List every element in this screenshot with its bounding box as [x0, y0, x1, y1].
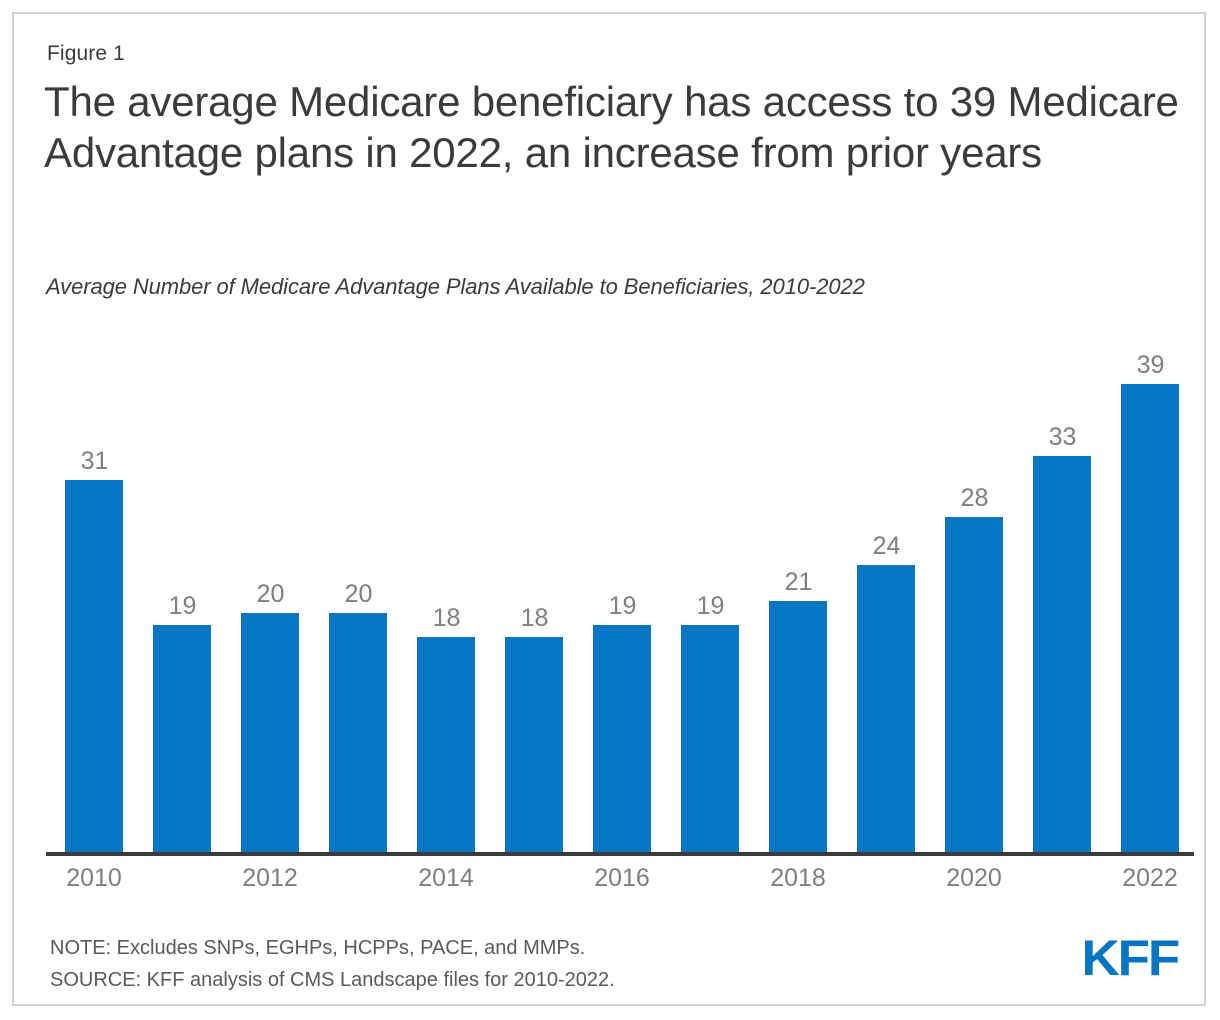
bar-group: 19: [680, 334, 741, 854]
bar-value-label: 18: [520, 604, 549, 633]
bar-value-label: 19: [696, 592, 725, 621]
bar-value-label: 24: [872, 531, 901, 560]
bar-group: 33: [1032, 334, 1093, 854]
bar[interactable]: [593, 625, 651, 854]
bar[interactable]: [769, 600, 827, 854]
bar-group: 19: [152, 334, 213, 854]
bar-chart-plot-area: 31 19 20 20 18 18 19 19 21 24 28 33 39: [46, 334, 1191, 854]
bar-value-label: 39: [1136, 351, 1165, 379]
figure-frame: Figure 1 The average Medicare beneficiar…: [12, 12, 1206, 1006]
bar-group: 21: [768, 334, 829, 854]
bar[interactable]: [505, 637, 563, 854]
axis-tick-label: 2018: [770, 864, 826, 892]
bar-value-label: 21: [784, 567, 813, 596]
bar[interactable]: [417, 637, 475, 854]
kff-logo: KFF: [1081, 930, 1180, 986]
bar[interactable]: [241, 612, 299, 854]
bar-value-label: 20: [256, 579, 285, 608]
bar-group: 20: [328, 334, 389, 854]
bar[interactable]: [857, 564, 915, 854]
axis-tick-label: 2016: [594, 864, 650, 892]
bar[interactable]: [1121, 384, 1179, 854]
bar[interactable]: [65, 480, 123, 854]
axis-tick-label: 2022: [1122, 864, 1178, 892]
x-axis-labels: 2010 2012 2014 2016 2018 2020 2022: [46, 860, 1194, 900]
x-axis-line: [46, 852, 1194, 856]
footer-notes: NOTE: Excludes SNPs, EGHPs, HCPPs, PACE,…: [50, 932, 910, 996]
bar-value-label: 33: [1048, 423, 1077, 452]
bar[interactable]: [1033, 456, 1091, 854]
bar-group: 18: [504, 334, 565, 854]
axis-tick-label: 2010: [66, 864, 122, 892]
bar[interactable]: [945, 516, 1003, 854]
bar-group: 31: [64, 334, 125, 854]
bar-value-label: 28: [960, 483, 989, 512]
bar[interactable]: [153, 625, 211, 854]
bar-value-label: 18: [432, 604, 461, 633]
bar-group: 39: [1120, 334, 1181, 854]
axis-tick-label: 2012: [242, 864, 298, 892]
footer-note: NOTE: Excludes SNPs, EGHPs, HCPPs, PACE,…: [50, 937, 586, 959]
footer-source: SOURCE: KFF analysis of CMS Landscape fi…: [50, 969, 615, 991]
axis-tick-label: 2020: [946, 864, 1002, 892]
bar-value-label: 31: [80, 447, 109, 476]
chart-subtitle: Average Number of Medicare Advantage Pla…: [46, 274, 865, 299]
chart-title: The average Medicare beneficiary has acc…: [44, 78, 1179, 176]
bar-group: 19: [592, 334, 653, 854]
bar-group: 18: [416, 334, 477, 854]
bar-value-label: 19: [168, 592, 197, 621]
bar-group: 20: [240, 334, 301, 854]
bar[interactable]: [329, 612, 387, 854]
bar-group: 24: [856, 334, 917, 854]
bar-value-label: 20: [344, 579, 373, 608]
axis-tick-label: 2014: [418, 864, 474, 892]
bar-value-label: 19: [608, 592, 637, 621]
figure-label: Figure 1: [47, 42, 125, 65]
bar-group: 28: [944, 334, 1005, 854]
bar[interactable]: [681, 625, 739, 854]
